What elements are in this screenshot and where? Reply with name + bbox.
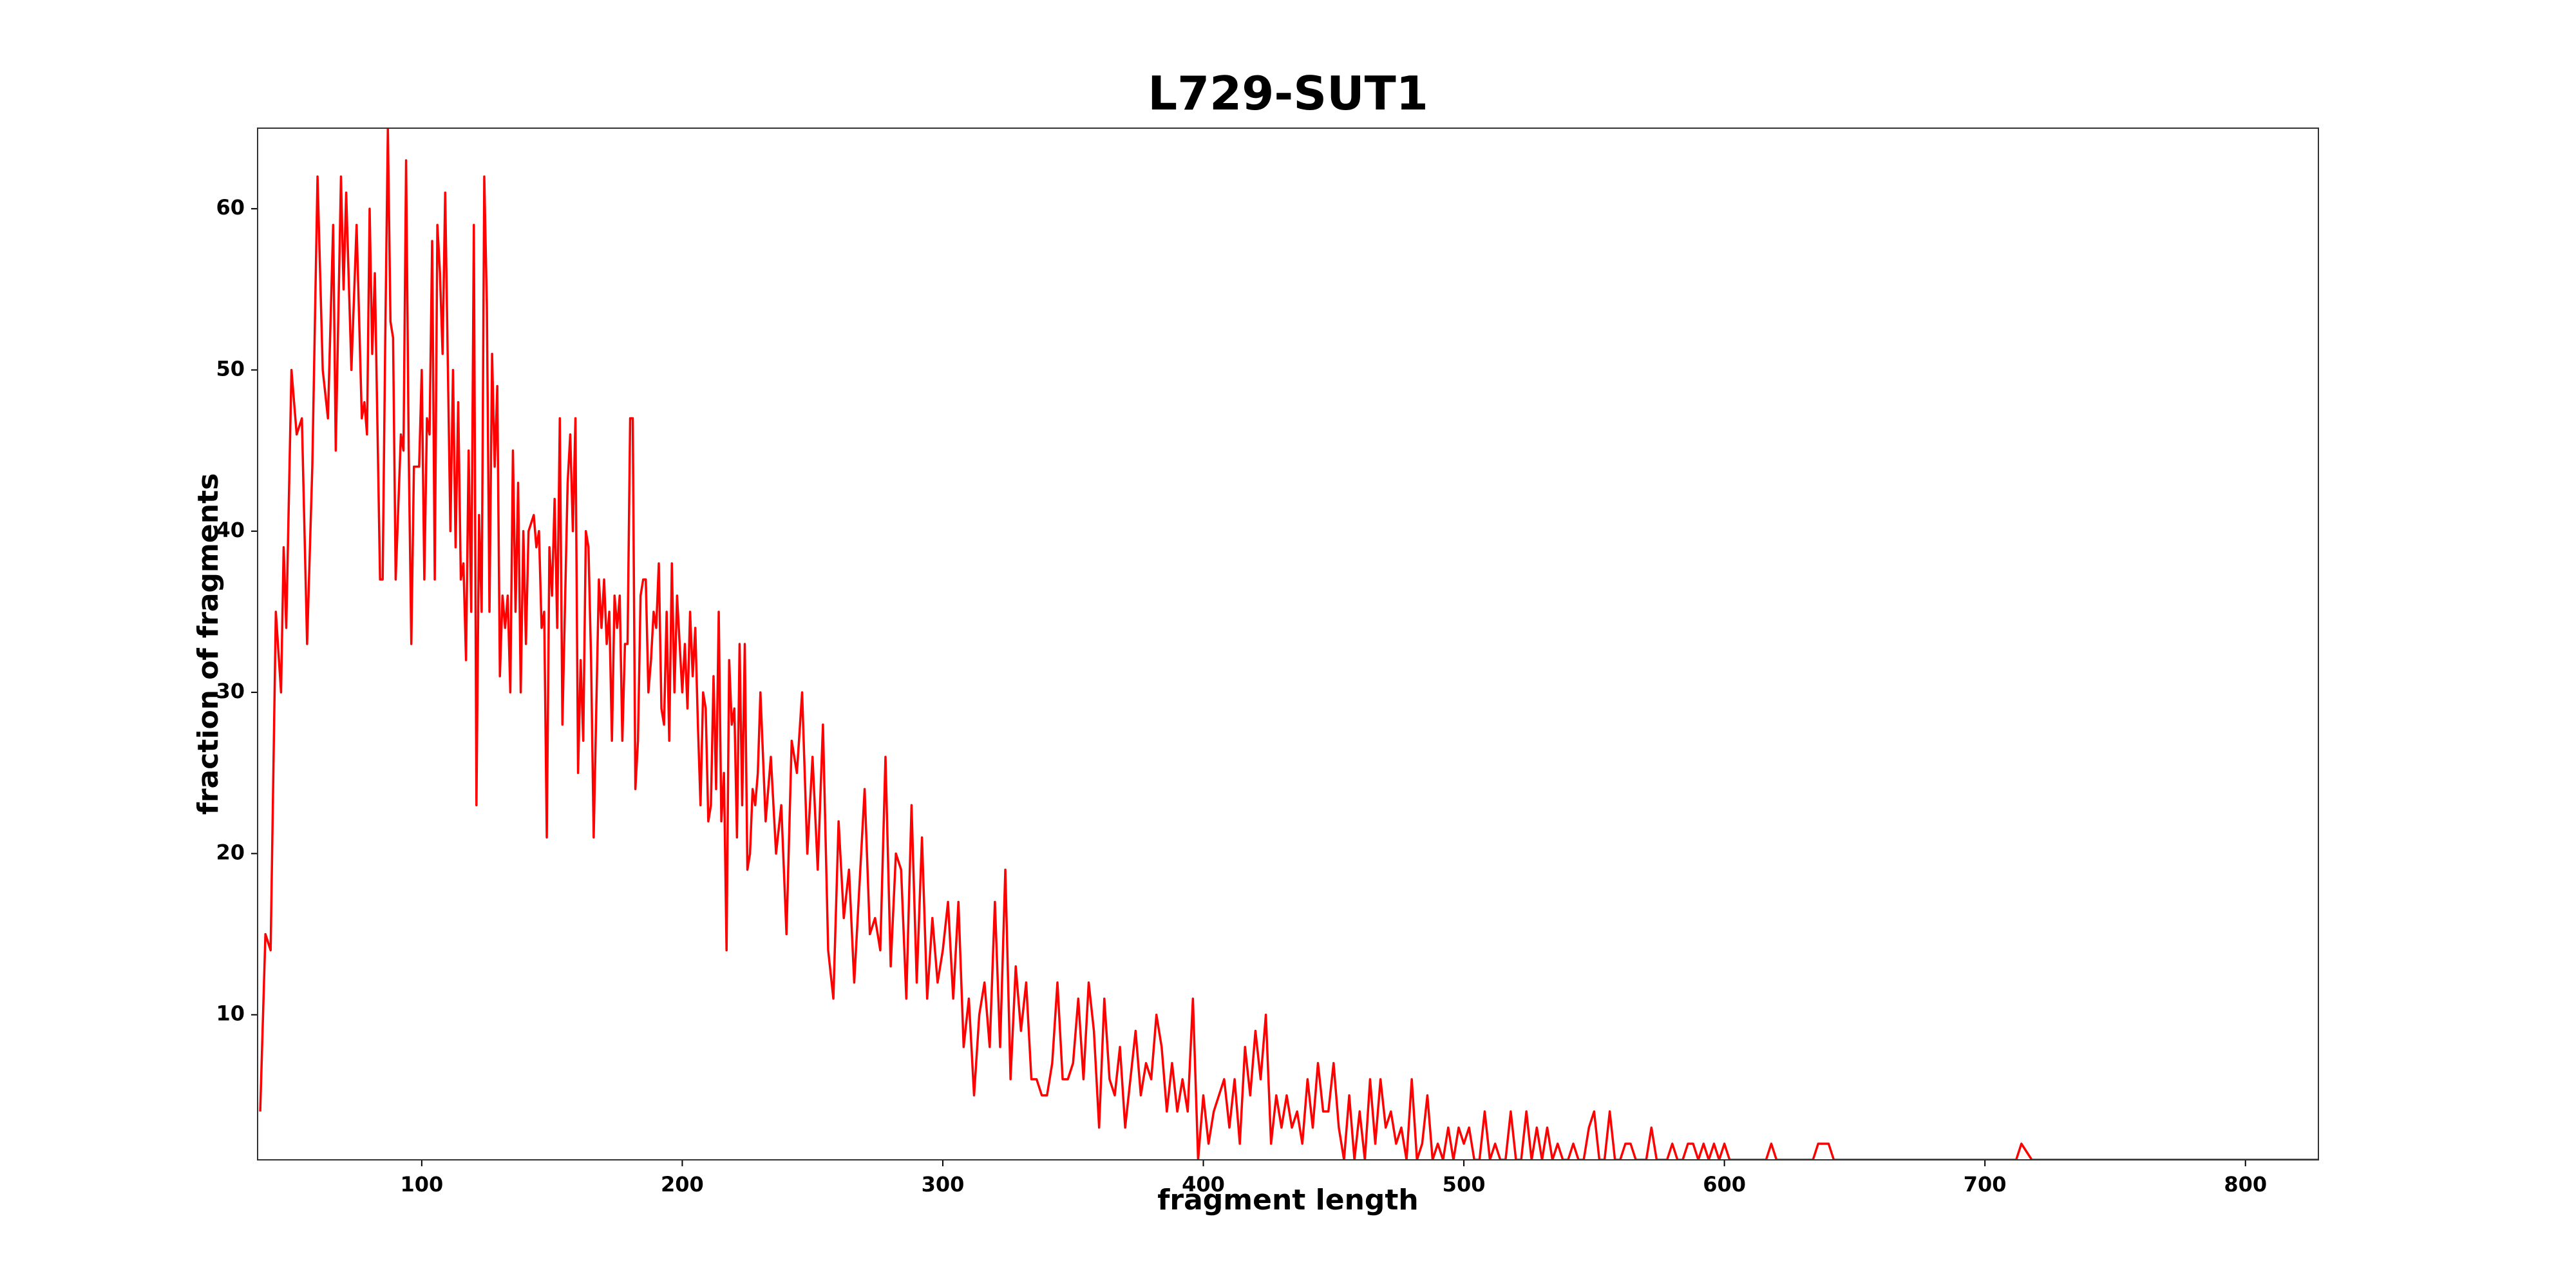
- chart-title: L729-SUT1: [1148, 66, 1428, 120]
- x-tick-label: 300: [922, 1172, 965, 1197]
- y-tick-label: 40: [216, 518, 245, 542]
- plot-frame: [257, 128, 2319, 1160]
- y-tick-label: 60: [216, 195, 245, 220]
- y-tick-label: 10: [216, 1001, 245, 1026]
- x-tick-label: 700: [1964, 1172, 2007, 1197]
- x-tick-label: 500: [1443, 1172, 1486, 1197]
- y-axis-label: fraction of fragments: [192, 473, 225, 815]
- y-tick-label: 30: [216, 679, 245, 703]
- plot-area: [259, 128, 2318, 1160]
- x-axis-label: fragment length: [1157, 1184, 1419, 1217]
- x-tick-label: 200: [661, 1172, 704, 1197]
- y-tick-label: 20: [216, 840, 245, 864]
- y-tick-label: 50: [216, 356, 245, 381]
- data-line: [259, 128, 2318, 1160]
- x-tick-label: 400: [1182, 1172, 1225, 1197]
- x-tick-label: 800: [2224, 1172, 2267, 1197]
- x-tick-label: 600: [1703, 1172, 1746, 1197]
- x-tick-label: 100: [400, 1172, 443, 1197]
